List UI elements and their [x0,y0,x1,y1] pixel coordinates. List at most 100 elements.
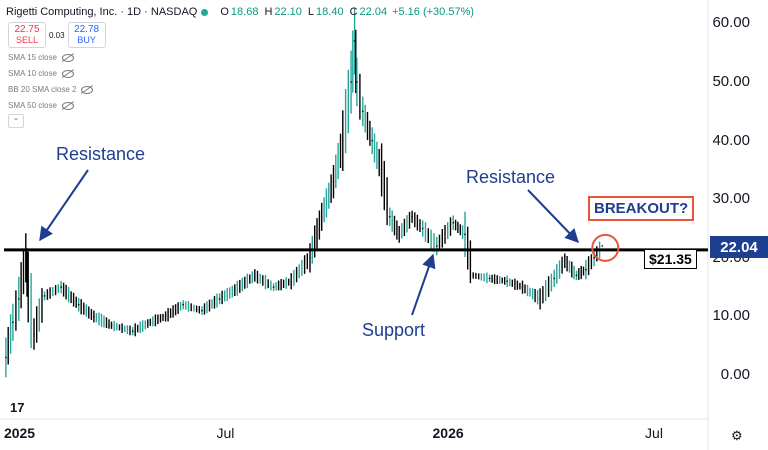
price-point [361,110,364,113]
price-point [93,315,95,318]
price-point [601,245,604,247]
eye-hidden-icon[interactable] [61,69,74,78]
price-point [585,268,587,271]
price-point [539,298,541,300]
price-point [218,298,221,300]
price-point [60,286,62,288]
indicator-bb20[interactable]: BB 20 SMA close 2 [8,85,94,94]
price-point [110,324,113,327]
high-value: 22.10 [274,6,302,18]
price-point [553,277,556,280]
candles-group [5,7,604,378]
price-point [563,259,566,262]
price-point [131,330,134,332]
high-label: H [264,6,273,18]
price-point [33,333,35,335]
price-point [182,303,185,306]
annotation-breakout: BREAKOUT? [588,196,695,221]
level-price-label: $21.35 [644,249,697,269]
price-point [593,256,595,259]
tradingview-logo-icon[interactable]: 17 [10,400,25,415]
annotation-resistance-right: Resistance [466,167,556,187]
change-value: +5.16 (+30.57%) [392,6,475,18]
price-point [353,40,356,42]
price-point [435,245,438,248]
price-point [398,233,401,236]
price-tick-label: 60.00 [712,14,750,32]
time-tick-label: Jul [216,425,235,441]
price-point [290,280,293,283]
price-point [380,169,383,171]
indicator-sma10[interactable]: SMA 10 close [8,69,74,78]
price-point [575,274,578,277]
price-point [421,227,424,230]
price-point [452,221,455,224]
price-point [233,289,236,291]
buy-price: 22.78 [74,24,100,35]
annotation-resistance-left: Resistance [56,144,146,164]
price-point [332,180,335,183]
price-point [5,356,7,359]
price-point [12,321,14,324]
symbol-title: Rigetti Computing, Inc. · 1D · NASDAQ [6,6,198,18]
low-value: 18.40 [316,6,344,18]
price-point [320,215,323,218]
price-point [17,298,20,300]
arrow-resistance-left [39,169,89,242]
close-value: 22.04 [359,6,388,18]
eye-hidden-icon[interactable] [61,101,74,110]
price-point [350,81,352,83]
eye-hidden-icon[interactable] [61,53,74,62]
price-point [341,139,344,142]
indicator-label: SMA 15 close [8,53,57,62]
price-point [164,315,167,318]
price-point [521,286,524,288]
price-tick-label: 10.00 [712,307,750,325]
price-tick-label: 30.00 [712,190,750,208]
price-tick-label: 50.00 [712,73,750,91]
price-point [371,139,374,142]
market-status-icon [201,8,209,16]
indicator-label: SMA 50 close [8,101,57,110]
buy-button[interactable]: 22.78 BUY [67,22,106,48]
price-point [253,274,256,277]
gear-icon[interactable]: ⚙ [731,428,743,443]
time-tick-label: Jul [645,425,663,441]
eye-hidden-icon[interactable] [81,85,94,94]
price-point [472,274,475,277]
time-tick-label: 2026 [432,425,464,441]
spread-value: 0.03 [49,30,65,40]
price-point [27,286,30,288]
low-label: L [307,6,315,18]
close-label: C [349,6,358,18]
breakout-circle [591,233,620,262]
time-tick-label: 2025 [3,425,36,441]
price-point [201,309,203,312]
price-point [356,81,358,83]
indicator-label: BB 20 SMA close 2 [8,85,77,94]
price-point [488,277,491,280]
price-point [24,256,27,259]
price-point [464,233,466,236]
indicator-sma50[interactable]: SMA 50 close [8,101,74,110]
indicator-sma15[interactable]: SMA 15 close [8,53,74,62]
price-point [506,280,509,283]
annotation-support: Support [362,320,426,340]
price-point [43,295,46,297]
price-tick-label: 40.00 [712,131,750,149]
price-point [77,303,80,306]
symbol-header: Rigetti Computing, Inc. · 1D · NASDAQ O 1… [6,4,474,20]
collapse-indicators-button[interactable]: ⌃ [8,114,24,128]
sell-button[interactable]: 22.75 SELL [8,22,46,48]
price-point [411,215,413,218]
last-price-tag: 22.04 [710,236,768,258]
open-label: O [220,6,229,18]
sell-price: 22.75 [14,24,40,35]
price-point [272,286,275,288]
buy-label: BUY [77,35,96,45]
trade-buttons: 22.75 SELL 0.03 22.78 BUY [8,22,106,48]
arrow-resistance-right [527,189,579,244]
indicator-label: SMA 10 close [8,69,57,78]
